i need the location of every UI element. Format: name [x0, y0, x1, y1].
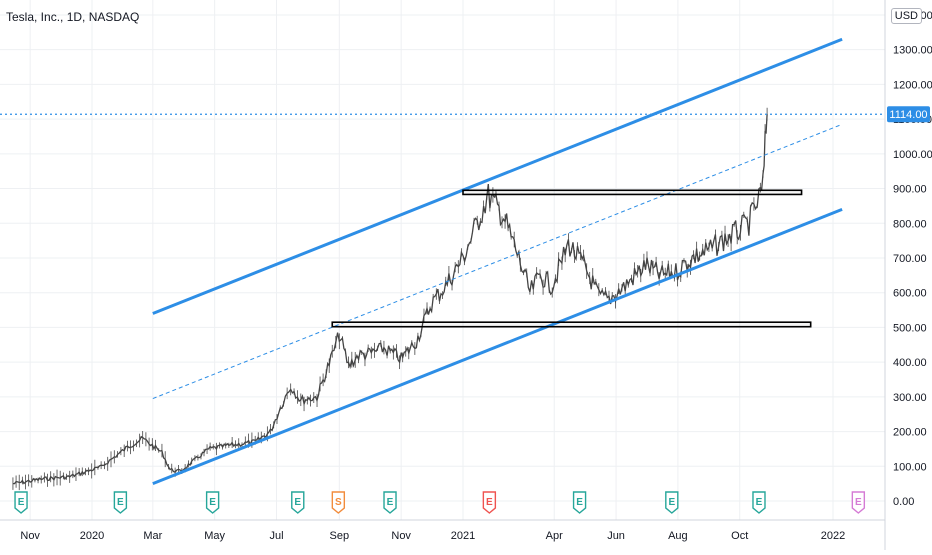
event-marker[interactable]: E — [752, 491, 766, 514]
x-tick-label: Nov — [391, 530, 411, 542]
x-tick-label: 2020 — [80, 530, 104, 542]
mid-channel-line — [152, 123, 843, 400]
event-marker-label: E — [117, 497, 124, 508]
currency-button[interactable]: USD — [890, 8, 922, 24]
x-tick-label: Mar — [143, 530, 162, 542]
upper-channel-line — [152, 37, 843, 315]
event-marker[interactable]: S — [331, 491, 346, 514]
y-tick-label: 1300.00 — [893, 45, 932, 57]
y-tick-label: 900.00 — [893, 184, 927, 196]
event-marker-label: E — [294, 497, 301, 508]
y-tick-label: 200.00 — [893, 427, 927, 439]
last-price-badge — [887, 106, 930, 123]
x-tick-label: Jun — [607, 530, 625, 542]
event-marker-shape — [14, 491, 28, 514]
event-marker-label: E — [387, 497, 394, 508]
x-tick-label: Apr — [546, 530, 563, 542]
x-tick-label: 2022 — [821, 530, 845, 542]
event-marker-label: E — [668, 497, 675, 508]
event-marker[interactable]: E — [291, 491, 305, 514]
price-series — [12, 107, 768, 491]
event-marker-label: E — [855, 497, 862, 508]
y-tick-label: 1200.00 — [893, 79, 932, 91]
y-tick-label: 800.00 — [893, 218, 927, 230]
lower-channel-line — [152, 207, 843, 486]
last-price-label: 1114.00 — [889, 109, 927, 121]
y-tick-label: 300.00 — [893, 392, 927, 404]
x-axis-labels: Nov 2020 Mar May Jul Sep Nov 2021 Apr Jun Aug Oct 20… — [20, 530, 845, 542]
event-marker-label: E — [756, 497, 763, 508]
event-marker-label: S — [335, 497, 342, 508]
event-marker-shape — [383, 491, 397, 514]
event-marker-shape — [331, 491, 346, 514]
event-marker[interactable]: E — [113, 491, 128, 514]
x-tick-label: Jul — [269, 530, 283, 542]
event-marker-label: E — [18, 497, 25, 508]
event-marker-shape — [113, 491, 128, 514]
y-tick-label: 700.00 — [893, 253, 927, 265]
event-marker[interactable]: E — [383, 491, 397, 514]
event-marker-label: E — [576, 497, 583, 508]
event-marker-shape — [572, 491, 587, 514]
event-marker-shape — [205, 491, 220, 514]
x-tick-label: 2021 — [451, 530, 475, 542]
x-tick-label: Nov — [20, 530, 40, 542]
event-marker-label: E — [209, 497, 216, 508]
grid-lines — [0, 0, 885, 520]
event-marker-shape — [665, 491, 679, 514]
y-tick-label: 1000.00 — [893, 149, 932, 161]
x-tick-label: May — [204, 530, 225, 542]
y-tick-label: 100.00 — [893, 461, 927, 473]
price-line — [12, 114, 768, 485]
y-tick-label: 400.00 — [893, 357, 927, 369]
resistance-box — [462, 189, 803, 196]
event-marker[interactable]: E — [482, 491, 497, 514]
y-tick-label: 600.00 — [893, 288, 927, 300]
event-marker-label: E — [486, 497, 493, 508]
x-tick-label: Aug — [668, 530, 688, 542]
y-axis-labels: 0.00 100.00 200.00 300.00 400.00 500.00 600.00… — [893, 10, 932, 508]
event-marker-shape — [752, 491, 766, 514]
event-marker-shape — [851, 491, 866, 514]
x-tick-label: Sep — [330, 530, 350, 542]
x-tick-label: Oct — [731, 530, 748, 542]
event-marker-shape — [291, 491, 305, 514]
event-marker[interactable]: E — [665, 491, 679, 514]
event-marker-shape — [482, 491, 497, 514]
y-tick-label: 500.00 — [893, 322, 927, 334]
event-marker[interactable]: E — [851, 491, 866, 514]
event-marker[interactable]: E — [205, 491, 220, 514]
event-marker[interactable]: E — [14, 491, 28, 514]
event-marker[interactable]: E — [572, 491, 587, 514]
chart-title: Tesla, Inc., 1D, NASDAQ — [6, 10, 140, 24]
support-box — [331, 321, 812, 328]
y-tick-label: 0.00 — [893, 496, 914, 508]
